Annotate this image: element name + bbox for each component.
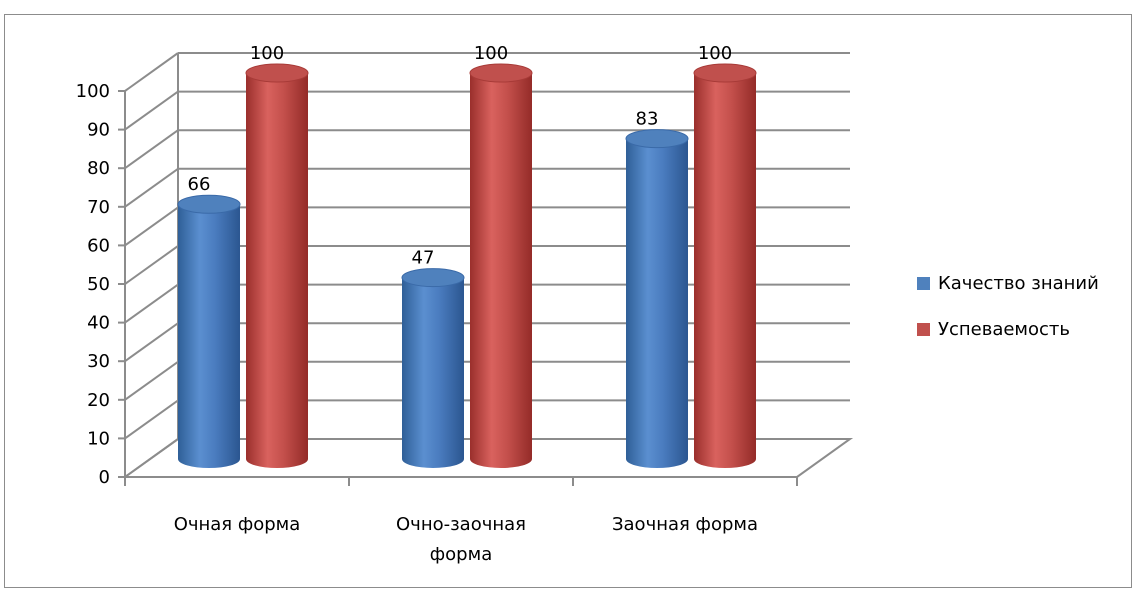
bar-top <box>177 194 241 214</box>
bar-body <box>246 73 308 468</box>
y-tick-label: 90 <box>87 120 110 141</box>
y-tick-label: 40 <box>87 313 110 334</box>
category-label: Заочная форма <box>612 514 758 535</box>
bar-uspevaemost <box>693 63 757 468</box>
bar-uspevaemost <box>245 63 309 468</box>
legend-swatch <box>917 277 930 290</box>
gridline-side <box>124 90 179 131</box>
category-label: Очно-заочная <box>396 514 526 535</box>
gridline-side <box>124 322 179 363</box>
bar-uspevaemost <box>469 63 533 468</box>
bar-top <box>245 63 309 83</box>
category-label: Очная форма <box>174 514 301 535</box>
bar-kachestvo <box>401 268 465 468</box>
bar-kachestvo <box>177 194 241 469</box>
y-tick-label: 10 <box>87 428 110 449</box>
gridline-side <box>124 206 179 247</box>
legend: Качество знаний Успеваемость <box>917 273 1099 340</box>
gridline-side <box>124 399 179 440</box>
bar-top <box>625 129 689 149</box>
y-tick-label: 100 <box>76 81 110 102</box>
bar-top <box>693 63 757 83</box>
data-labels: 66 47 83 100 100 100 <box>188 43 733 269</box>
bar-body <box>178 204 240 469</box>
data-label: 47 <box>412 248 435 269</box>
gridline-side <box>124 283 179 324</box>
data-label: 100 <box>698 43 732 64</box>
legend-swatch <box>917 323 930 336</box>
gridline-side <box>124 129 179 170</box>
bar-kachestvo <box>625 129 689 468</box>
data-label: 83 <box>636 109 659 130</box>
bar-top <box>401 268 465 288</box>
y-tick-label: 80 <box>87 158 110 179</box>
bars <box>177 63 757 469</box>
y-tick-label: 0 <box>99 467 110 488</box>
legend-label: Успеваемость <box>938 319 1070 340</box>
data-label: 100 <box>474 43 508 64</box>
data-label: 100 <box>250 43 284 64</box>
y-tick-label: 60 <box>87 235 110 256</box>
category-label: форма <box>430 544 492 565</box>
bar-body <box>402 277 464 468</box>
axes: 0 10 20 30 40 50 60 70 80 90 100 Очная форма Очно-за… <box>76 81 798 565</box>
y-tick-label: 20 <box>87 390 110 411</box>
gridline-side <box>124 167 179 208</box>
gridline-side <box>124 245 179 285</box>
gridline-side <box>124 52 179 92</box>
bar-body <box>694 73 756 468</box>
gridline-side <box>124 360 179 401</box>
legend-label: Качество знаний <box>938 273 1099 294</box>
y-tick-label: 50 <box>87 274 110 295</box>
y-tick-label: 70 <box>87 197 110 218</box>
bar-body <box>470 73 532 468</box>
bar-top <box>469 63 533 83</box>
bar-body <box>626 138 688 468</box>
y-tick-label: 30 <box>87 351 110 372</box>
data-label: 66 <box>188 174 211 195</box>
